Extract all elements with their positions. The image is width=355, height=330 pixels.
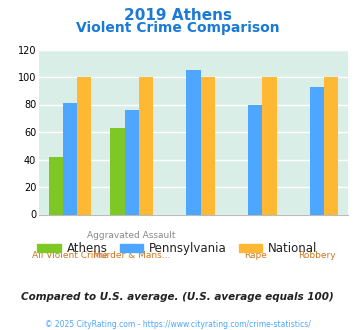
Bar [248,105,262,214]
Bar [139,77,153,214]
Bar [201,77,215,214]
Bar [186,70,201,214]
Bar [262,77,277,214]
Text: © 2025 CityRating.com - https://www.cityrating.com/crime-statistics/: © 2025 CityRating.com - https://www.city… [45,320,310,329]
Bar [125,110,139,214]
Legend: Athens, Pennsylvania, National: Athens, Pennsylvania, National [33,237,322,260]
Bar [77,77,91,214]
Text: Aggravated Assault: Aggravated Assault [87,231,176,240]
Bar [63,103,77,214]
Text: All Violent Crime: All Violent Crime [32,251,108,260]
Text: Compared to U.S. average. (U.S. average equals 100): Compared to U.S. average. (U.S. average … [21,292,334,302]
Text: Murder & Mans...: Murder & Mans... [93,251,170,260]
Bar [110,128,125,214]
Text: 2019 Athens: 2019 Athens [124,8,231,23]
Bar [310,86,324,214]
Bar [49,157,63,214]
Text: Robbery: Robbery [298,251,336,260]
Text: Violent Crime Comparison: Violent Crime Comparison [76,21,279,35]
Text: Rape: Rape [244,251,267,260]
Bar [324,77,338,214]
